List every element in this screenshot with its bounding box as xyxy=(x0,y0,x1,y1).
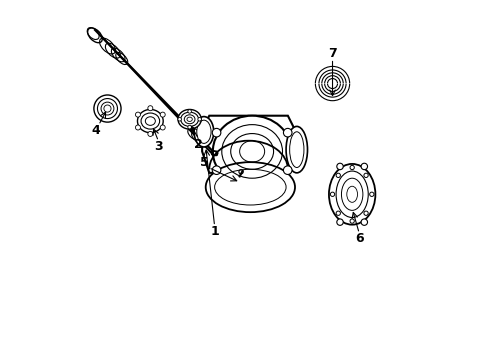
Circle shape xyxy=(212,129,221,137)
Text: 6: 6 xyxy=(355,233,364,246)
Ellipse shape xyxy=(206,162,295,212)
Circle shape xyxy=(160,112,165,117)
Circle shape xyxy=(337,163,343,170)
Text: 5: 5 xyxy=(199,156,208,169)
Ellipse shape xyxy=(138,109,163,133)
Circle shape xyxy=(178,117,181,121)
Circle shape xyxy=(336,173,341,177)
Circle shape xyxy=(361,219,368,225)
Polygon shape xyxy=(202,116,295,173)
Ellipse shape xyxy=(213,116,292,187)
Circle shape xyxy=(160,125,165,130)
Text: 7: 7 xyxy=(328,47,337,60)
Text: 3: 3 xyxy=(154,140,163,153)
Text: 2: 2 xyxy=(194,138,203,151)
Circle shape xyxy=(188,110,192,113)
Text: 1: 1 xyxy=(210,225,219,238)
Circle shape xyxy=(330,192,335,197)
Circle shape xyxy=(350,219,354,223)
Circle shape xyxy=(148,106,153,111)
Circle shape xyxy=(283,129,292,137)
Circle shape xyxy=(135,125,141,130)
Circle shape xyxy=(94,95,121,122)
Circle shape xyxy=(135,112,141,117)
Ellipse shape xyxy=(194,117,214,147)
Circle shape xyxy=(364,211,368,215)
Circle shape xyxy=(212,166,221,175)
Circle shape xyxy=(361,163,368,170)
FancyBboxPatch shape xyxy=(311,62,354,84)
Circle shape xyxy=(369,192,374,197)
Circle shape xyxy=(283,166,292,175)
Text: 4: 4 xyxy=(91,124,100,137)
Ellipse shape xyxy=(329,164,375,225)
Circle shape xyxy=(188,125,192,129)
Circle shape xyxy=(350,165,354,170)
Circle shape xyxy=(336,211,341,215)
Ellipse shape xyxy=(178,109,201,129)
Circle shape xyxy=(364,173,368,177)
Ellipse shape xyxy=(286,126,308,173)
Circle shape xyxy=(337,219,343,225)
Circle shape xyxy=(198,117,201,121)
Circle shape xyxy=(148,131,153,136)
